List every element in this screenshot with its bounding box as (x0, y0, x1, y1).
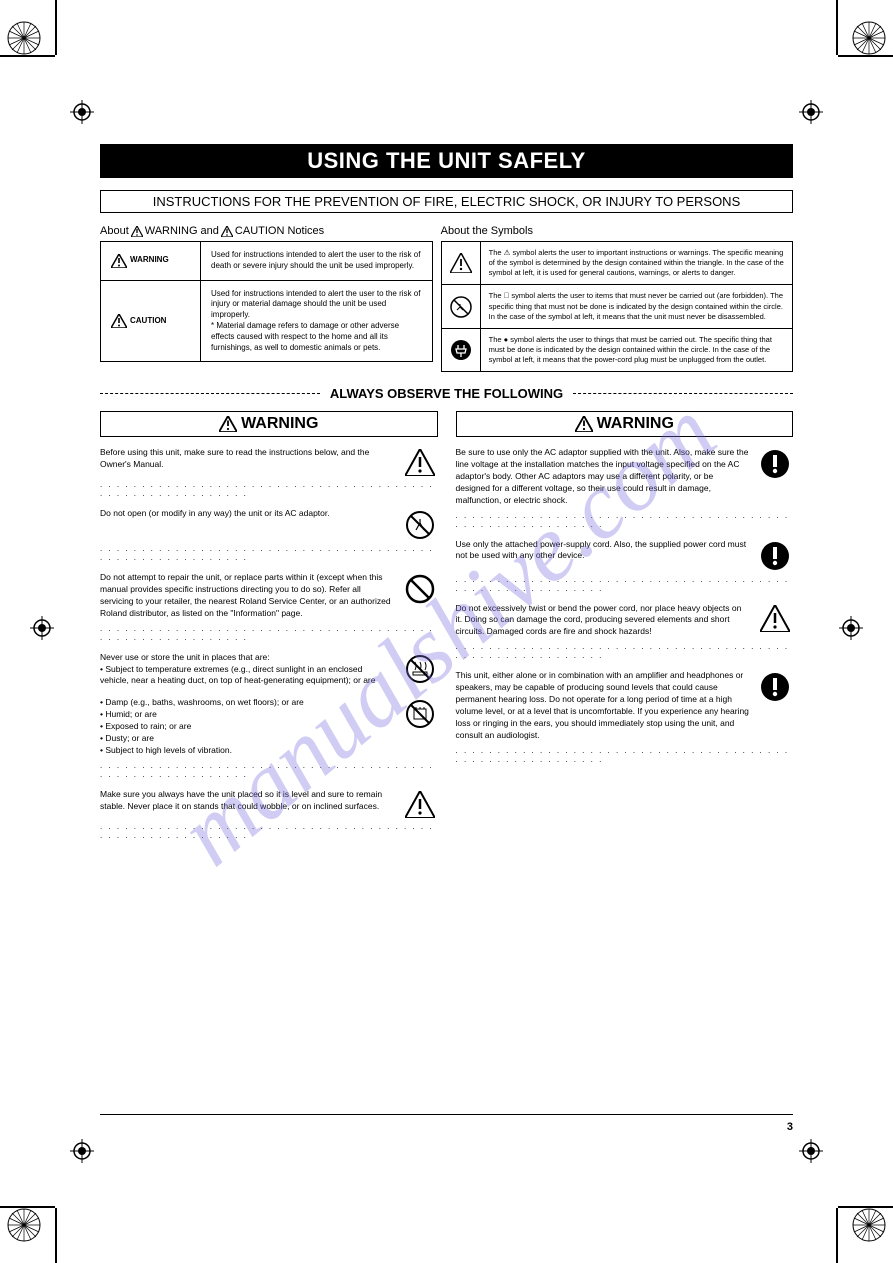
target-mark-icon (30, 616, 54, 640)
registration-mark-icon (6, 1207, 42, 1243)
caution-desc: Used for instructions intended to alert … (201, 280, 433, 362)
notices-table: WARNING Used for instructions intended t… (100, 241, 433, 362)
warning-columns: WARNING Before using this unit, make sur… (100, 411, 793, 844)
target-mark-icon (799, 100, 823, 124)
warning-item: This unit, either alone or in combinatio… (456, 670, 794, 741)
caution-triangle-icon (221, 226, 233, 237)
warning-triangle-icon (111, 254, 127, 268)
target-mark-icon (799, 1139, 823, 1163)
symbol-cell-triangle (441, 242, 480, 285)
must-do-plug-icon (450, 339, 472, 361)
warning-item: • Damp (e.g., baths, washrooms, on wet f… (100, 697, 438, 756)
prohibit-wet-icon (402, 697, 438, 756)
warning-item: Use only the attached power-supply cord.… (456, 539, 794, 571)
warning-item: Never use or store the unit in places th… (100, 652, 438, 688)
symbol-desc: The ● symbol alerts the user to things t… (480, 328, 792, 371)
target-mark-icon (839, 616, 863, 640)
prohibit-open-icon (402, 508, 438, 540)
notices-section: About WARNING and CAUTION Notices WARNIN… (100, 225, 433, 372)
prohibit-drip-icon (402, 652, 438, 688)
subtitle: INSTRUCTIONS FOR THE PREVENTION OF FIRE,… (100, 190, 793, 213)
warning-item: Do not open (or modify in any way) the u… (100, 508, 438, 540)
about-notices-label: About WARNING and CAUTION Notices (100, 225, 433, 237)
triangle-alert-icon (402, 789, 438, 818)
symbols-section: About the Symbols The ⚠ symbol alerts th… (441, 225, 793, 372)
warning-item: Before using this unit, make sure to rea… (100, 447, 438, 476)
warning-label-cell: WARNING (101, 242, 201, 281)
about-symbols-label: About the Symbols (441, 225, 793, 237)
warning-triangle-icon (131, 226, 143, 237)
target-mark-icon (70, 1139, 94, 1163)
triangle-alert-icon (757, 603, 793, 639)
top-tables: About WARNING and CAUTION Notices WARNIN… (100, 225, 793, 372)
target-mark-icon (70, 100, 94, 124)
caution-label-cell: CAUTION (101, 280, 201, 362)
warning-column-header: WARNING (456, 411, 794, 437)
warning-item: Do not attempt to repair the unit, or re… (100, 572, 438, 620)
must-do-icon (757, 670, 793, 741)
registration-mark-icon (6, 20, 42, 56)
left-column: WARNING Before using this unit, make sur… (100, 411, 438, 844)
caution-triangle-icon (111, 314, 127, 328)
symbols-table: The ⚠ symbol alerts the user to importan… (441, 241, 793, 372)
warning-item: Make sure you always have the unit place… (100, 789, 438, 818)
page-title: USING THE UNIT SAFELY (100, 144, 793, 178)
must-do-icon (757, 539, 793, 571)
page-content: USING THE UNIT SAFELY INSTRUCTIONS FOR T… (100, 144, 793, 1133)
warning-triangle-icon (575, 416, 593, 432)
warning-triangle-icon (219, 416, 237, 432)
prohibit-icon (402, 572, 438, 620)
must-do-icon (757, 447, 793, 506)
warning-column-header: WARNING (100, 411, 438, 437)
symbol-cell-must (441, 328, 480, 371)
warning-desc: Used for instructions intended to alert … (201, 242, 433, 281)
symbol-desc: The ⃠ symbol alerts the user to items th… (480, 285, 792, 328)
triangle-alert-icon (402, 447, 438, 476)
registration-mark-icon (851, 20, 887, 56)
prohibit-disassemble-icon (450, 296, 472, 318)
divider: ALWAYS OBSERVE THE FOLLOWING (100, 386, 793, 401)
warning-item: Be sure to use only the AC adaptor suppl… (456, 447, 794, 506)
symbol-desc: The ⚠ symbol alerts the user to importan… (480, 242, 792, 285)
registration-mark-icon (851, 1207, 887, 1243)
symbol-cell-prohibit (441, 285, 480, 328)
page-number: 3 (100, 1114, 793, 1133)
warning-item: Do not excessively twist or bend the pow… (456, 603, 794, 639)
right-column: WARNING Be sure to use only the AC adapt… (456, 411, 794, 844)
warning-triangle-icon (450, 253, 472, 273)
